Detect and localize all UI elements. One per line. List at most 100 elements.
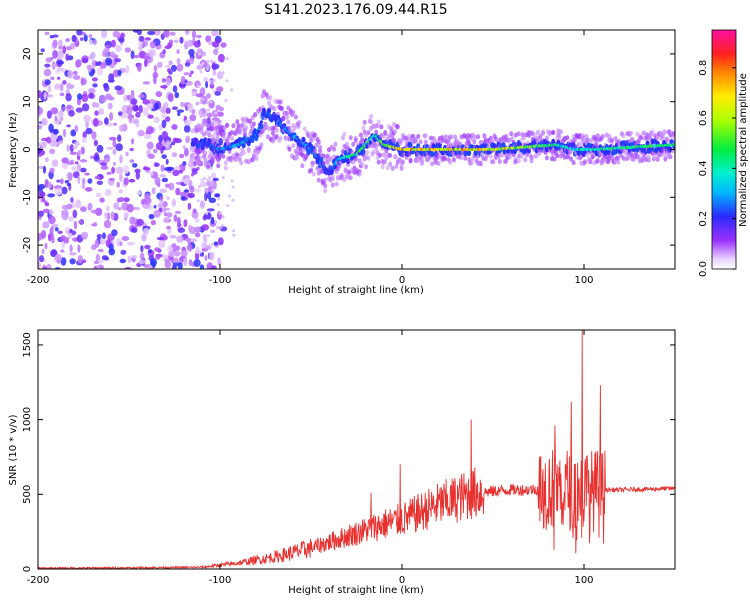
spectrogram-cell bbox=[99, 174, 104, 180]
spectrogram-cell bbox=[169, 234, 177, 239]
spectrogram-cell bbox=[161, 177, 169, 183]
spectrogram-cell bbox=[168, 251, 176, 258]
spectrogram-cell bbox=[142, 227, 149, 236]
spectrogram-cell bbox=[62, 80, 67, 85]
spectrogram-cell bbox=[123, 177, 129, 186]
spectrogram-cell bbox=[120, 32, 125, 39]
spectrogram-cell bbox=[179, 191, 187, 197]
spectrogram-cell bbox=[206, 164, 210, 170]
spectrogram-cell bbox=[227, 194, 231, 198]
spectrogram-cell bbox=[117, 69, 122, 76]
spectrogram-cell bbox=[213, 48, 219, 56]
spectrogram-cell bbox=[161, 154, 167, 160]
spectrogram-cell bbox=[142, 99, 151, 105]
spectrogram-cell bbox=[194, 226, 202, 233]
spectrogram-cell bbox=[188, 57, 195, 65]
spectrogram-cell bbox=[161, 77, 166, 83]
spectrogram-cell bbox=[43, 68, 52, 77]
spectrogram-cell bbox=[95, 207, 103, 216]
spectrogram-cell bbox=[353, 156, 358, 162]
spectrogram-cell bbox=[58, 45, 64, 50]
spectrogram-cell bbox=[148, 264, 153, 269]
spectrogram-cell bbox=[138, 259, 147, 265]
snr-x-tick-label: -200 bbox=[27, 575, 50, 586]
spectrogram-cell bbox=[47, 85, 52, 93]
spectrogram-cell bbox=[179, 153, 185, 159]
spectrogram-cell bbox=[140, 245, 144, 253]
spectrogram-cell bbox=[205, 211, 209, 215]
spectrogram-cell bbox=[239, 127, 244, 132]
spectrogram-cell bbox=[173, 39, 179, 43]
spectrogram-cell bbox=[436, 161, 441, 166]
spectrogram-cell bbox=[187, 202, 192, 210]
spectrogram-cell bbox=[124, 47, 131, 53]
spectrogram-cell bbox=[144, 244, 151, 250]
spectrogram-cell bbox=[362, 119, 367, 125]
spectrogram-cell bbox=[136, 190, 142, 196]
spectrogram-cell bbox=[357, 171, 362, 177]
spectrogram-cell bbox=[109, 112, 114, 121]
spectrogram-cell bbox=[65, 46, 72, 51]
spectrogram-cell bbox=[204, 192, 208, 202]
spectrogram-cell bbox=[61, 106, 66, 112]
spectrogram-cell bbox=[272, 106, 277, 112]
spectrogram-cell bbox=[149, 171, 154, 176]
spectrogram-cell bbox=[119, 154, 123, 164]
spectrogram-cell bbox=[81, 137, 87, 143]
spectrogram-cell bbox=[135, 111, 141, 118]
spectrogram-cell bbox=[190, 153, 195, 159]
spectrogram-cell bbox=[99, 197, 105, 203]
spectrogram-cell bbox=[286, 119, 291, 125]
spectrogram-cell bbox=[43, 92, 47, 100]
spectrogram-cell bbox=[369, 119, 374, 125]
spectrogram-cell bbox=[132, 118, 140, 125]
spectrogram-cell bbox=[295, 155, 300, 161]
spectrogram-cell bbox=[183, 124, 191, 133]
spectrogram-cell bbox=[170, 64, 177, 72]
spectrogram-cell bbox=[287, 146, 292, 152]
spectrogram-cell bbox=[51, 249, 57, 256]
spectrogram-cell bbox=[206, 117, 211, 125]
spectrogram-cell bbox=[211, 41, 220, 48]
spectrogram-cell bbox=[607, 133, 612, 139]
spectrogram-cell bbox=[138, 35, 145, 42]
spectrogram-cell bbox=[130, 50, 135, 60]
spectrogram-cell bbox=[68, 172, 73, 182]
spectrogram-cell bbox=[44, 31, 50, 35]
spectrogram-cell bbox=[551, 130, 556, 136]
spectrogram-cell bbox=[226, 57, 230, 61]
spectrogram-cell bbox=[459, 155, 464, 161]
spectrogram-cell bbox=[285, 114, 289, 120]
spectrogram-cell bbox=[48, 123, 54, 133]
spectrogram-cell bbox=[523, 157, 528, 163]
spectrogram-cell bbox=[242, 131, 247, 137]
spectrogram-cell bbox=[221, 131, 226, 137]
spectrogram-cell bbox=[165, 77, 171, 86]
spectrogram-cell bbox=[366, 130, 371, 136]
spectrogram-cell bbox=[46, 110, 52, 119]
spectrogram-cell bbox=[123, 212, 129, 219]
spectrogram-cell bbox=[199, 156, 203, 160]
spectrogram-cell bbox=[118, 207, 122, 211]
snr-frame bbox=[37, 329, 676, 570]
spectrogram-cell bbox=[364, 164, 368, 170]
colorbar-tick-label: 0.2 bbox=[698, 211, 709, 227]
spectrogram-cell bbox=[585, 137, 590, 143]
spectrogram-cell bbox=[173, 214, 178, 223]
spectrogram-cell bbox=[287, 125, 292, 131]
spectrogram-cell bbox=[672, 143, 675, 147]
spectrogram-cell bbox=[184, 119, 192, 126]
spectrogram-cell bbox=[42, 221, 50, 229]
spectrogram-cell bbox=[199, 109, 203, 119]
spectrogram-cell bbox=[191, 30, 197, 39]
spectrogram-cell bbox=[616, 155, 621, 161]
spectrogram-cell bbox=[197, 160, 202, 166]
spectrogram-cell bbox=[351, 141, 356, 147]
spectrogram-cell bbox=[44, 242, 48, 250]
spectrogram-cell bbox=[38, 183, 46, 190]
spectrogram-cell bbox=[51, 159, 59, 168]
spectrogram-cell bbox=[195, 101, 200, 106]
spectrogram-cell bbox=[215, 38, 222, 43]
spectrogram-cell bbox=[215, 193, 221, 198]
